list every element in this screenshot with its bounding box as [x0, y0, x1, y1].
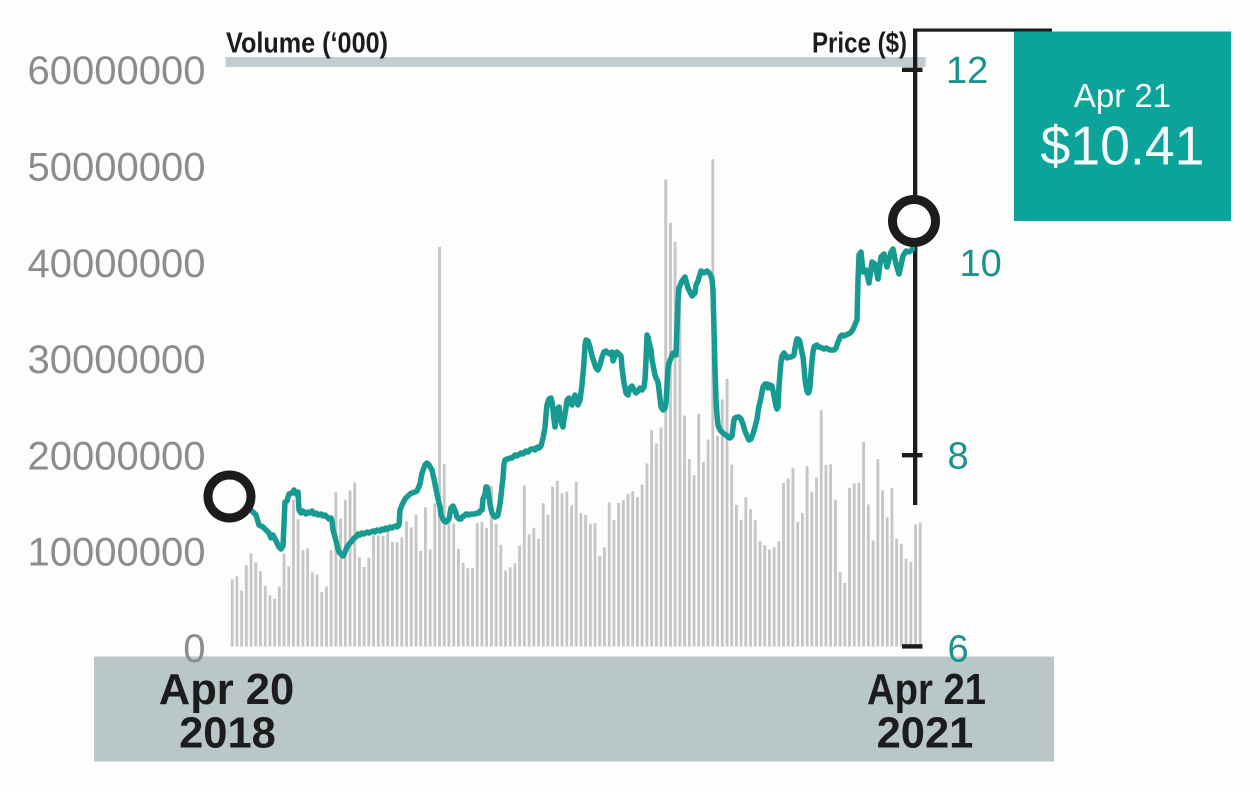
- svg-text:12: 12: [946, 50, 988, 92]
- svg-text:30000000: 30000000: [28, 338, 206, 382]
- svg-text:Volume (‘000): Volume (‘000): [226, 28, 388, 60]
- svg-text:10000000: 10000000: [28, 531, 206, 575]
- svg-text:40000000: 40000000: [28, 242, 206, 286]
- svg-text:10: 10: [960, 243, 1002, 285]
- svg-text:2021: 2021: [877, 710, 974, 758]
- svg-text:6: 6: [948, 628, 969, 670]
- svg-text:Apr 21: Apr 21: [867, 666, 986, 714]
- svg-text:50000000: 50000000: [28, 146, 206, 190]
- svg-text:2018: 2018: [179, 710, 276, 758]
- svg-text:Apr 21: Apr 21: [1074, 77, 1171, 114]
- svg-text:Price ($): Price ($): [812, 28, 907, 60]
- svg-text:0: 0: [183, 627, 205, 671]
- svg-text:8: 8: [948, 436, 969, 478]
- svg-text:60000000: 60000000: [28, 49, 206, 93]
- svg-text:20000000: 20000000: [28, 434, 206, 478]
- svg-text:$10.41: $10.41: [1041, 115, 1205, 177]
- svg-text:Apr 20: Apr 20: [159, 666, 294, 714]
